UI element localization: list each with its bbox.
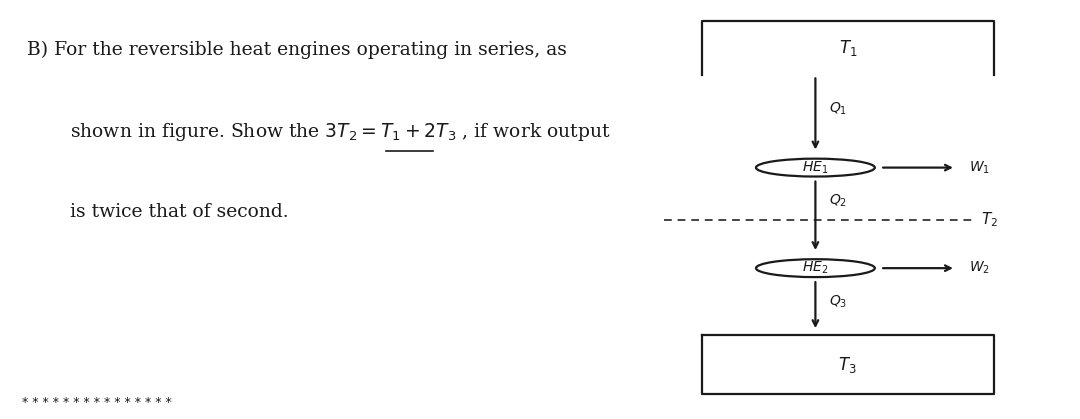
Text: $Q_2$: $Q_2$ (829, 193, 848, 210)
Text: $T_1$: $T_1$ (838, 38, 858, 58)
Text: B) For the reversible heat engines operating in series, as: B) For the reversible heat engines opera… (27, 41, 567, 59)
Text: $W_1$: $W_1$ (969, 159, 989, 176)
Text: $T_3$: $T_3$ (838, 354, 858, 375)
Text: $T_2$: $T_2$ (981, 211, 998, 229)
Text: $HE_1$: $HE_1$ (802, 159, 828, 176)
Text: $Q_1$: $Q_1$ (829, 101, 848, 117)
Text: * * * * * * * * * * * * * * *: * * * * * * * * * * * * * * * (22, 396, 175, 409)
Text: $W_2$: $W_2$ (969, 260, 989, 277)
Text: shown in figure. Show the $3T_2 = T_1 + 2T_3$ , if work output: shown in figure. Show the $3T_2 = T_1 + … (70, 121, 611, 143)
Text: is twice that of second.: is twice that of second. (70, 203, 288, 220)
Text: $Q_3$: $Q_3$ (829, 294, 848, 310)
Text: $HE_2$: $HE_2$ (802, 260, 828, 277)
